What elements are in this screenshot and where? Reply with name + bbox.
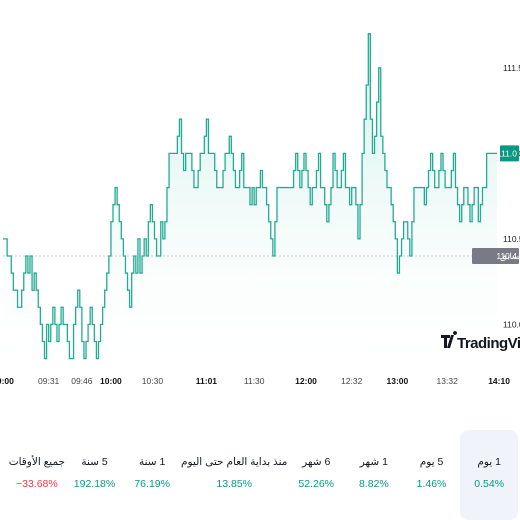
price-chart[interactable]: 110.0 110.5 111.0 111.5 الإغلاق السابق110.4 1… <box>0 0 520 395</box>
previous-close-label: الإغلاق السابق <box>500 251 520 262</box>
period-label: 1 سنة <box>138 456 166 468</box>
last-price-tag <box>500 145 519 162</box>
period-selector: 1 يوم 0.54% 5 يوم 1.46% 1 شهر 8.82% 6 شهر 52.26… <box>8 430 518 520</box>
x-tick-label: 14:10 <box>488 376 510 386</box>
price-line <box>3 33 497 360</box>
tradingview-icon <box>441 331 458 348</box>
period-change: 192.18% <box>73 478 116 490</box>
x-tick-label: 09:00 <box>0 376 14 386</box>
period-tab[interactable]: جميع الأوقات −33.68% <box>8 430 66 520</box>
period-tab[interactable]: 1 شهر 8.82% <box>345 430 403 520</box>
period-change: 52.26% <box>298 478 335 490</box>
period-label: جميع الأوقات <box>8 456 66 468</box>
period-label: 1 يوم <box>477 456 501 468</box>
period-tab[interactable]: 5 يوم 1.46% <box>403 430 461 520</box>
chart-svg[interactable]: 110.0 110.5 111.0 111.5 الإغلاق السابق110.4 1… <box>0 0 520 395</box>
period-label: 1 شهر <box>359 456 388 468</box>
period-tab[interactable]: 1 يوم 0.54% <box>460 430 518 520</box>
period-change: −33.68% <box>15 478 58 490</box>
y-tick-label: 110.5 <box>503 234 520 244</box>
y-tick-label: 111.5 <box>503 63 520 73</box>
x-tick-label: 11:01 <box>196 376 218 386</box>
period-change: 0.54% <box>474 478 505 490</box>
period-tab[interactable]: منذ بداية العام حتى اليوم 13.85% <box>181 430 287 520</box>
period-change: 8.82% <box>358 478 389 490</box>
last-price-value: 111.0 <box>497 148 517 158</box>
x-tick-label: 13:00 <box>386 376 408 386</box>
period-label: 5 يوم <box>419 456 444 468</box>
period-tab[interactable]: 5 سنة 192.18% <box>66 430 124 520</box>
previous-close-value: 110.4 <box>496 251 517 261</box>
period-tab[interactable]: 1 سنة 76.19% <box>123 430 181 520</box>
x-tick-label: 12:00 <box>295 376 317 386</box>
period-change: 1.46% <box>416 478 447 490</box>
previous-close-tag <box>472 247 519 264</box>
x-tick-label: 13:32 <box>437 376 459 386</box>
period-label: 5 سنة <box>81 456 108 468</box>
period-tab[interactable]: 6 شهر 52.26% <box>287 430 345 520</box>
period-label: 6 شهر <box>302 456 331 468</box>
period-label: منذ بداية العام حتى اليوم <box>180 456 288 468</box>
tradingview-logo-text: TradingView <box>457 335 520 352</box>
x-tick-label: 10:00 <box>100 376 122 386</box>
x-tick-label: 09:31 <box>38 376 60 386</box>
x-tick-label: 09:46 <box>71 376 93 386</box>
tradingview-logo: TradingView <box>441 331 520 352</box>
y-tick-label: 110.0 <box>503 319 520 329</box>
x-tick-label: 11:30 <box>244 376 265 386</box>
period-change: 76.19% <box>134 478 170 490</box>
period-change: 13.85% <box>216 478 252 490</box>
x-tick-label: 10:30 <box>142 376 164 386</box>
x-tick-label: 12:32 <box>341 376 363 386</box>
